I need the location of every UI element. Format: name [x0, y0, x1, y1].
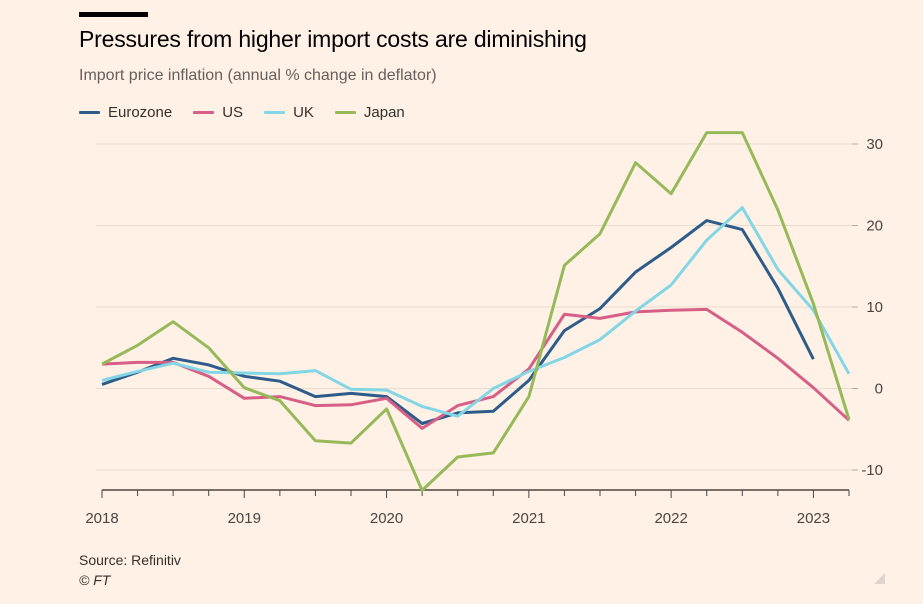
x-tick-label: 2021	[512, 510, 545, 527]
y-tick-label: 30	[866, 136, 883, 153]
legend-item-uk: UK	[264, 104, 314, 121]
legend-label: US	[222, 104, 244, 121]
legend-swatch	[264, 111, 286, 114]
y-tick-label: -10	[861, 462, 883, 479]
y-tick-label: 0	[875, 381, 883, 398]
legend-item-japan: Japan	[334, 104, 405, 121]
x-tick-label: 2023	[797, 510, 830, 527]
chart-subtitle: Import price inflation (annual % change …	[79, 67, 437, 84]
legend-label: Eurozone	[108, 104, 173, 121]
legend-swatch	[334, 111, 356, 114]
chart-title: Pressures from higher import costs are d…	[79, 26, 587, 52]
legend-swatch	[79, 111, 100, 114]
series-line-japan	[101, 131, 851, 492]
x-tick-label: 2018	[85, 510, 118, 527]
legend-item-us: US	[193, 104, 243, 121]
chart-legend: Eurozone US UK Japan	[79, 104, 426, 121]
y-tick-label: 20	[866, 218, 883, 235]
y-tick-label: 10	[866, 299, 883, 316]
source-note: Source: Refinitiv	[79, 552, 181, 568]
legend-label: Japan	[363, 104, 405, 121]
legend-swatch	[193, 111, 215, 114]
ft-top-bar	[79, 12, 148, 17]
x-tick-label: 2020	[370, 510, 403, 527]
ft-credit: © FT	[79, 572, 111, 588]
legend-label: UK	[293, 104, 314, 121]
resize-corner-icon	[874, 573, 885, 584]
series-line-uk	[101, 206, 851, 418]
x-tick-label: 2019	[228, 510, 261, 527]
series-line-us	[101, 307, 851, 430]
legend-item-eurozone: Eurozone	[79, 104, 172, 121]
x-tick-label: 2022	[654, 510, 687, 527]
series-line-eurozone	[101, 219, 815, 425]
